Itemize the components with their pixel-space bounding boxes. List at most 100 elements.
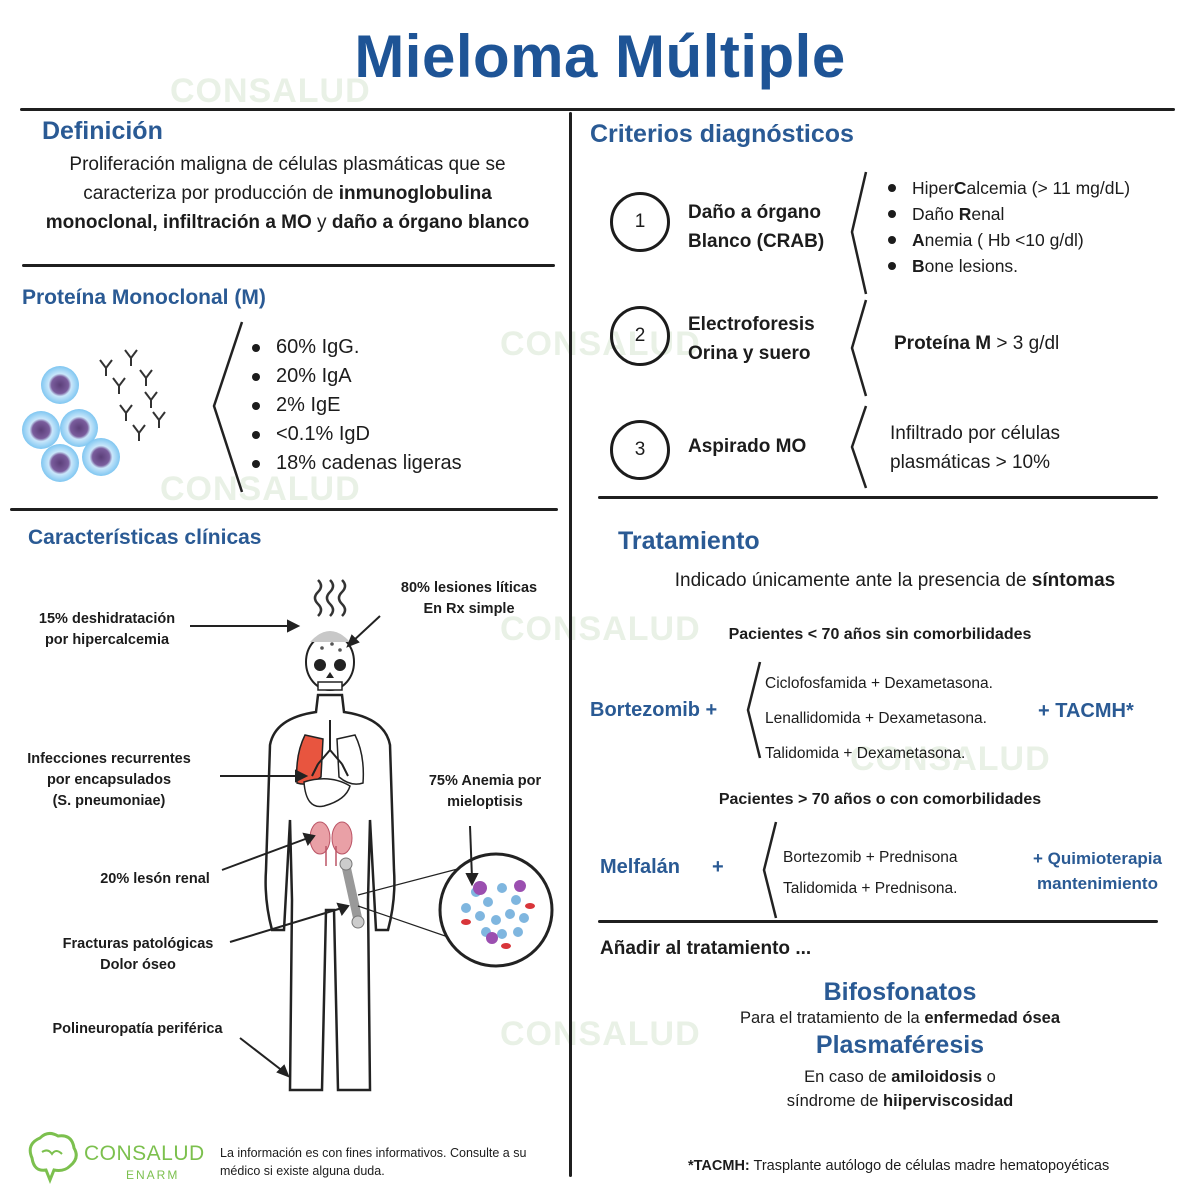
label-line: 80% lesiones líticas xyxy=(400,580,538,596)
human-body-illustration xyxy=(190,579,554,1092)
list-item: Anemia ( Hb <10 g/dl) xyxy=(884,227,1130,253)
bifosfonatos-title: Bifosfonatos xyxy=(823,978,977,1006)
tratamiento-heading: Tratamiento xyxy=(618,527,760,555)
grupo1-title: Pacientes < 70 años sin comorbilidades xyxy=(728,626,1032,643)
criterio-3-bracket xyxy=(850,405,868,489)
grupo2-drug: Melfalán xyxy=(600,856,681,878)
grupo2-extra: + Quimioterapia mantenimiento xyxy=(1010,846,1185,896)
criterio-2-value: Proteína M > 3 g/dl xyxy=(894,333,1059,355)
label-line: por encapsulados xyxy=(46,772,172,788)
text-part: síndrome de xyxy=(786,1092,884,1110)
label-line: Daño a órgano xyxy=(688,202,822,223)
fracturas-label: Fracturas patológicas Dolor óseo xyxy=(48,934,228,976)
option-item: Talidomida + Dexametasona. xyxy=(765,745,966,762)
criterio-1-label: Daño a órgano Blanco (CRAB) xyxy=(688,198,824,256)
item-letter: A xyxy=(912,230,925,250)
heat-waves-icon xyxy=(313,579,347,617)
grupo2-title: Pacientes > 70 años o con comorbilidades xyxy=(718,791,1042,808)
item-letter: R xyxy=(958,204,972,224)
criterio-2-bracket xyxy=(850,299,868,397)
plasma-cell-icon xyxy=(22,366,120,482)
criterio-1-bracket xyxy=(850,171,868,295)
definicion-heading: Definición xyxy=(42,117,163,145)
skull-icon xyxy=(305,631,355,691)
femur-bone-icon xyxy=(339,857,365,929)
definicion-bold: inmunoglobulina xyxy=(338,183,492,204)
page-title: Mieloma Múltiple xyxy=(354,23,846,90)
footnote-bold: *TACMH: xyxy=(688,1158,750,1174)
label-line: 75% Anemia por xyxy=(428,773,542,789)
text-line: síndrome de hiiperviscosidad xyxy=(590,1089,1200,1113)
logo-text: CONSALUD xyxy=(84,1142,205,1165)
label-line: Infecciones recurrentes xyxy=(27,751,191,767)
option-item: Talidomida + Prednisona. xyxy=(783,880,958,897)
criterio-3-text: Infiltrado por células plasmáticas > 10% xyxy=(890,419,1060,477)
brain-logo-icon xyxy=(28,1131,78,1185)
item-text: one lesions. xyxy=(924,256,1019,276)
definicion-bold: monoclonal, infiltración a MO xyxy=(45,212,312,233)
polineuropatia-label: Polineuropatía periférica xyxy=(52,1021,223,1037)
tacmh-footnote: *TACMH: Trasplante autólogo de células m… xyxy=(688,1158,1109,1174)
footnote-text: Trasplante autólogo de células madre hem… xyxy=(749,1158,1110,1174)
label-line: En Rx simple xyxy=(423,601,515,617)
label-line: Fracturas patológicas xyxy=(62,936,214,952)
list-item: Daño Renal xyxy=(884,201,1130,227)
anemia-label: 75% Anemia por mieloptisis xyxy=(410,771,560,813)
value-text: > 3 g/dl xyxy=(991,333,1060,354)
anadir-heading: Añadir al tratamiento ... xyxy=(600,938,812,959)
label-line: mieloptisis xyxy=(447,794,523,810)
disclaimer-line: médico si existe alguna duda. xyxy=(220,1164,385,1178)
divider-definicion xyxy=(22,264,555,267)
item-text: enal xyxy=(971,204,1005,224)
label-line: Blanco (CRAB) xyxy=(688,231,825,252)
option-item: Lenallidomida + Dexametasona. xyxy=(765,710,987,727)
plasma-cells-antibodies-illustration xyxy=(22,349,166,482)
criterio-1-number: 1 xyxy=(610,192,670,252)
plasmaferesis-title: Plasmaféresis xyxy=(815,1031,985,1059)
disclaimer: La información es con fines informativos… xyxy=(220,1144,526,1180)
value-bold: Proteína M xyxy=(894,333,992,354)
body-outline xyxy=(264,693,396,1092)
text-line: plasmáticas > 10% xyxy=(890,452,1050,473)
list-item: 2% IgE xyxy=(248,391,462,420)
label-line: (S. pneumoniae) xyxy=(52,793,166,809)
label-line: Orina y suero xyxy=(688,343,811,364)
center-divider xyxy=(569,112,572,1177)
text-part: o xyxy=(982,1068,996,1086)
definicion-line: caracteriza por producción de inmunoglob… xyxy=(10,179,565,208)
definicion-bold: daño a órgano blanco xyxy=(331,212,530,233)
extra-line: mantenimiento xyxy=(1037,874,1158,893)
list-item: <0.1% IgD xyxy=(248,420,462,449)
definicion-text-part: caracteriza por producción de xyxy=(83,183,339,204)
text-line: Infiltrado por células xyxy=(890,423,1061,444)
grupo1-bracket xyxy=(746,661,762,759)
definicion-text-part: y xyxy=(311,212,332,233)
list-item: Bone lesions. xyxy=(884,253,1130,279)
list-item: 18% cadenas ligeras xyxy=(248,449,462,478)
label-line: Dolor óseo xyxy=(100,957,176,973)
intro-bold: síntomas xyxy=(1031,570,1116,591)
text-bold: hiiperviscosidad xyxy=(883,1092,1014,1110)
proteina-bracket xyxy=(212,321,244,493)
antibody-icon xyxy=(99,349,166,441)
definicion-line: monoclonal, infiltración a MO y daño a ó… xyxy=(10,208,565,237)
bifosfonatos-text: Para el tratamiento de la enfermedad óse… xyxy=(590,1009,1200,1028)
definicion-text: Proliferación maligna de células plasmát… xyxy=(10,150,565,237)
disclaimer-line: La información es con fines informativos… xyxy=(220,1146,527,1160)
proteina-list: 60% IgG. 20% IgA 2% IgE <0.1% IgD 18% ca… xyxy=(248,333,462,478)
criterio-2-number: 2 xyxy=(610,306,670,366)
criterio-3-number: 3 xyxy=(610,420,670,480)
grupo1-drug: Bortezomib + xyxy=(590,699,718,721)
logo-subtext: ENARM xyxy=(126,1168,180,1182)
criterio-3-label: Aspirado MO xyxy=(688,436,807,457)
deshidratacion-label: 15% deshidratación por hipercalcemia xyxy=(22,609,192,651)
divider-criterios xyxy=(598,496,1158,499)
list-item: HiperCalcemia (> 11 mg/dL) xyxy=(884,175,1130,201)
grupo1-extra: + TACMH* xyxy=(1038,700,1134,722)
grupo1-options: Ciclofosfamida + Dexametasona. Lenallido… xyxy=(765,666,993,771)
watermark-text: CONSALUD xyxy=(500,325,701,363)
text-bold: enfermedad ósea xyxy=(924,1009,1061,1027)
definicion-line: Proliferación maligna de células plasmát… xyxy=(69,154,506,175)
criterios-heading: Criterios diagnósticos xyxy=(590,120,854,148)
grupo2-bracket xyxy=(762,821,778,919)
